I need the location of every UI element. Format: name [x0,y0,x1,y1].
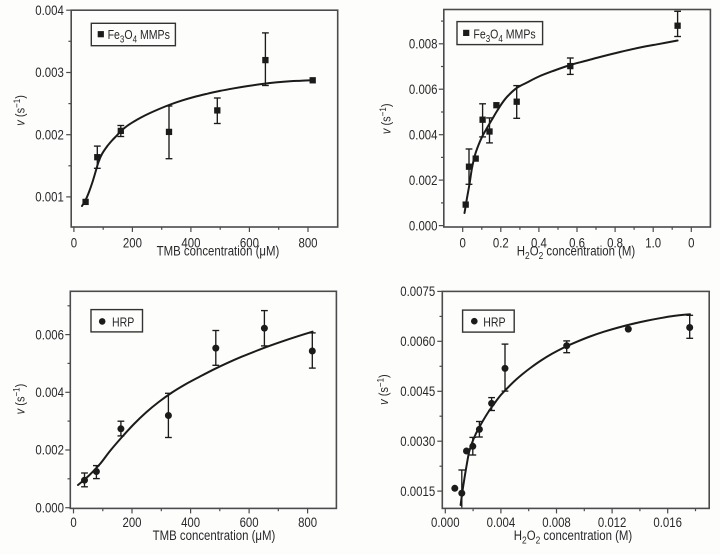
svg-text:H2O2 concentration (M): H2O2 concentration (M) [517,244,635,261]
svg-text:0.002: 0.002 [35,127,64,142]
svg-text:800: 800 [298,235,317,250]
svg-text:v (s−1): v (s−1) [375,374,392,405]
svg-text:0.000: 0.000 [431,515,460,530]
svg-text:0.0030: 0.0030 [400,434,435,449]
svg-text:0.8: 0.8 [607,235,623,250]
svg-text:Fe3O4 MMPs: Fe3O4 MMPs [108,27,170,45]
svg-text:0.012: 0.012 [598,515,627,530]
svg-text:0.4: 0.4 [531,235,547,250]
svg-text:200: 200 [122,515,141,530]
svg-text:H2O2 concentration (M): H2O2 concentration (M) [514,528,632,545]
svg-text:0.6: 0.6 [569,235,585,250]
svg-text:v (s−1): v (s−1) [11,95,28,126]
svg-text:TMB concentration (μM): TMB concentration (μM) [157,244,280,259]
svg-text:TMB concentration (μM): TMB concentration (μM) [153,528,276,543]
svg-text:0.016: 0.016 [653,515,682,530]
svg-text:0.004: 0.004 [487,515,516,530]
svg-text:v (s−1): v (s−1) [377,103,394,134]
svg-text:0.006: 0.006 [409,82,438,97]
svg-text:0: 0 [460,235,466,250]
svg-text:200: 200 [123,235,142,250]
svg-text:0.0015: 0.0015 [400,484,435,499]
svg-text:0: 0 [71,235,77,250]
svg-text:0.000: 0.000 [35,500,64,515]
svg-text:0.0075: 0.0075 [400,284,435,299]
svg-text:0: 0 [70,515,76,530]
svg-text:0.002: 0.002 [35,443,64,458]
svg-text:0.003: 0.003 [35,65,64,80]
svg-text:400: 400 [181,515,200,530]
svg-text:0.001: 0.001 [35,190,64,205]
svg-text:0.004: 0.004 [35,3,64,18]
svg-text:800: 800 [298,515,317,530]
svg-text:HRP: HRP [112,314,134,329]
svg-text:0.008: 0.008 [542,515,571,530]
svg-text:0.0045: 0.0045 [400,384,435,399]
svg-text:0.0060: 0.0060 [400,334,435,349]
svg-text:600: 600 [240,235,259,250]
svg-text:v (s−1): v (s−1) [11,384,28,415]
svg-text:0.2: 0.2 [493,235,509,250]
svg-text:400: 400 [181,235,200,250]
svg-text:1.0: 1.0 [645,235,661,250]
svg-text:0.008: 0.008 [409,37,438,52]
svg-text:HRP: HRP [483,314,505,329]
svg-text:600: 600 [240,515,259,530]
svg-text:Fe3O4 MMPs: Fe3O4 MMPs [473,26,535,44]
svg-text:0.004: 0.004 [409,127,438,142]
svg-text:0.002: 0.002 [409,173,438,188]
svg-text:0.004: 0.004 [35,385,64,400]
svg-text:0.006: 0.006 [35,327,64,342]
svg-text:0: 0 [688,235,694,250]
svg-text:0.000: 0.000 [409,218,438,233]
